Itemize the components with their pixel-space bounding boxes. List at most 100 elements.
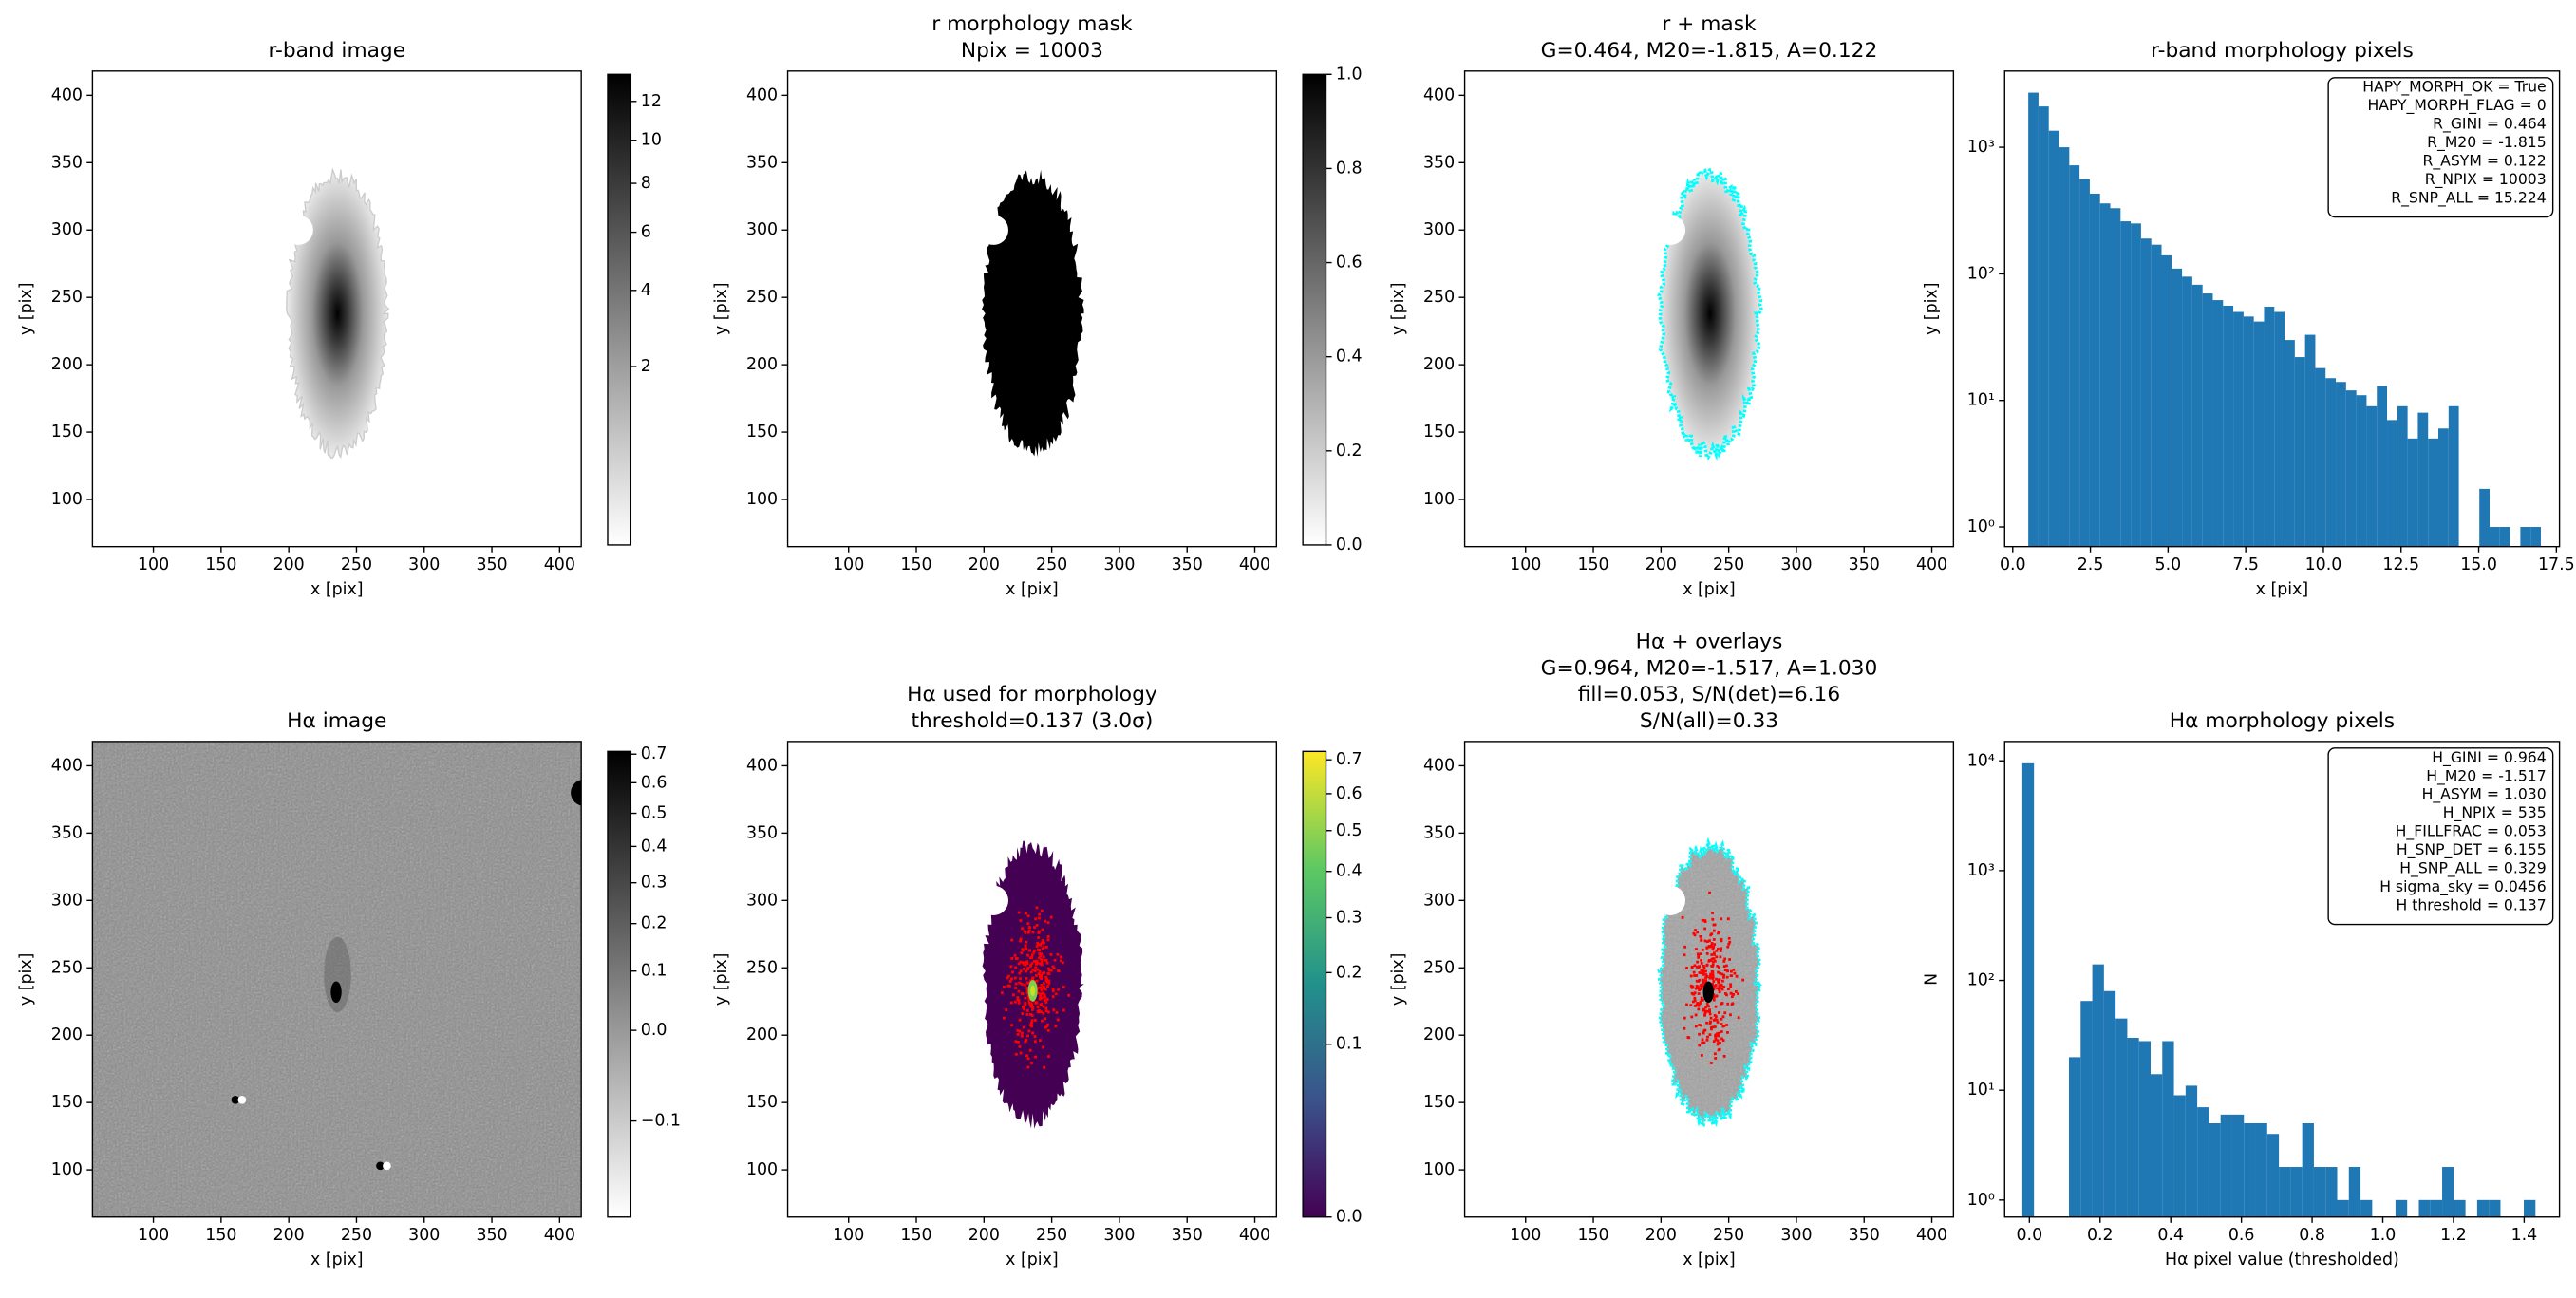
y-tick-label: 10¹ (1967, 391, 1995, 410)
detected-pixel (1038, 930, 1041, 933)
detected-pixel (1011, 970, 1014, 974)
detected-pixel (1027, 1001, 1031, 1005)
detected-pixel (1033, 969, 1037, 972)
notch (978, 885, 1008, 916)
galaxy (1657, 167, 1763, 461)
y-tick-label: 100 (1423, 490, 1455, 509)
y-axis-label: y [pix] (712, 282, 731, 335)
detected-pixel (1025, 912, 1027, 915)
bar (2131, 223, 2141, 547)
bar (2266, 1134, 2280, 1217)
y-tick-label: 10⁰ (1967, 517, 1995, 536)
detected-pixel (1708, 939, 1711, 943)
bar (2099, 203, 2111, 547)
x-tick-label: 100 (138, 555, 169, 574)
detected-pixel (1047, 969, 1051, 972)
annotation-line: H_FILLFRAC = 0.053 (2396, 822, 2547, 841)
x-tick-label: 0.2 (2087, 1226, 2114, 1245)
detected-pixel (1702, 1008, 1705, 1012)
detected-pixel (1699, 1002, 1702, 1006)
colorbar-tick-label: 12 (641, 92, 662, 111)
detected-pixel (1026, 981, 1030, 985)
bar (2454, 1199, 2466, 1217)
detected-pixel (1044, 999, 1046, 1003)
detected-pixel (1045, 1025, 1049, 1028)
detected-pixel (1040, 973, 1044, 977)
detected-pixel (1023, 962, 1026, 966)
detected-pixel (1729, 986, 1733, 988)
y-tick-label: 150 (1423, 1093, 1455, 1112)
detected-pixel (1692, 970, 1696, 974)
y-tick-label: 400 (746, 85, 778, 104)
detected-pixel (1730, 974, 1733, 977)
detected-pixel (1704, 979, 1708, 983)
colorbar-tick-label: 0.7 (1336, 750, 1363, 769)
detected-pixel (1704, 1006, 1707, 1009)
detected-pixel (1006, 984, 1010, 988)
axes-frame (1463, 741, 1955, 1218)
panel-title: fill=0.053, S/N(det)=6.16 (1578, 683, 1840, 706)
detected-pixel (1702, 984, 1705, 988)
bar (2315, 367, 2326, 547)
detected-pixel (1003, 1016, 1006, 1020)
detected-pixel (1027, 1029, 1031, 1033)
detected-pixel (1019, 1051, 1023, 1055)
detected-pixel (1010, 1001, 1013, 1005)
detected-pixel (1044, 919, 1047, 923)
bar (2366, 405, 2378, 547)
detected-pixel (1702, 970, 1705, 974)
panel-title: G=0.464, M20=-1.815, A=0.122 (1541, 39, 1878, 63)
detected-pixel (1708, 1033, 1712, 1037)
bar (2397, 405, 2408, 547)
detected-pixel (1726, 945, 1730, 949)
detected-pixel (1714, 1037, 1718, 1040)
detected-pixel (1031, 976, 1034, 980)
detected-pixel (1023, 1006, 1026, 1008)
detected-pixel (1031, 1006, 1035, 1009)
detected-pixel (1727, 936, 1731, 940)
x-tick-label: 250 (1036, 1226, 1067, 1245)
colorbar-tick-label: 0.3 (641, 874, 668, 893)
x-axis-label: x [pix] (310, 1251, 364, 1270)
colorbar-tick-label: 1.0 (1336, 65, 1363, 84)
panel-title: r morphology mask (931, 12, 1133, 36)
detected-pixel (1723, 957, 1727, 961)
detected-pixel (1057, 969, 1060, 972)
x-axis-label: x [pix] (1006, 1251, 1059, 1270)
detected-pixel (1024, 1001, 1027, 1005)
detected-pixel (1029, 970, 1033, 974)
detected-pixel (1737, 1016, 1740, 1020)
detected-pixel (1694, 1013, 1698, 1017)
panel-title: r-band morphology pixels (2151, 39, 2414, 63)
detected-pixel (1694, 1025, 1698, 1028)
detected-pixel (1051, 989, 1055, 993)
y-tick-label: 100 (746, 1160, 778, 1179)
star-light (237, 1095, 247, 1104)
detected-pixel (1040, 1010, 1044, 1014)
detected-pixel (1014, 1040, 1018, 1044)
detected-pixel (1025, 962, 1029, 966)
detected-pixel (1043, 985, 1045, 988)
detected-pixel (1713, 1025, 1717, 1028)
x-axis-label: x [pix] (1683, 1251, 1736, 1270)
panel-title: Npix = 10003 (961, 39, 1103, 63)
y-tick-label: 400 (1423, 756, 1455, 775)
detected-pixel (1729, 991, 1733, 995)
detected-pixel (1728, 940, 1732, 944)
detected-pixel (1033, 1035, 1037, 1038)
detected-pixel (1027, 996, 1031, 1000)
panel-title: Hα + overlays (1636, 630, 1783, 654)
panel-title: r-band image (268, 39, 405, 63)
detected-pixel (1042, 991, 1044, 995)
detected-pixel (1045, 961, 1049, 965)
detected-pixel (1038, 949, 1042, 951)
detected-pixel (1697, 953, 1701, 957)
detected-pixel (1706, 1035, 1709, 1039)
detected-pixel (1026, 931, 1030, 934)
detected-pixel (1711, 1025, 1715, 1029)
y-tick-label: 300 (746, 891, 778, 910)
detected-pixel (1714, 1033, 1718, 1037)
annotation-line: H threshold = 0.137 (2396, 896, 2546, 914)
detected-pixel (1030, 1019, 1034, 1023)
detected-pixel (1019, 919, 1023, 922)
